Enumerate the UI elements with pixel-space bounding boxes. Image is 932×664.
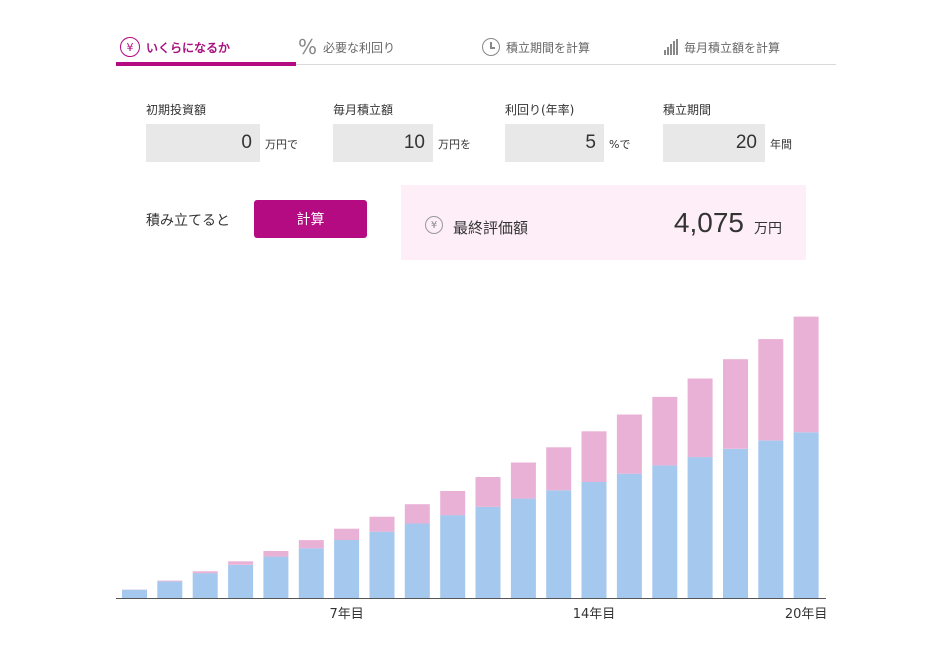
bar-principal-20 xyxy=(793,432,819,598)
yield-label: 利回り(年率) xyxy=(505,103,575,117)
bar-principal-12 xyxy=(510,498,536,598)
result-label: 最終評価額 xyxy=(453,219,529,237)
bar-gain-20 xyxy=(793,316,819,433)
yield-input[interactable] xyxy=(505,124,604,162)
bar-gain-6 xyxy=(298,540,324,549)
bar-gain-8 xyxy=(369,516,395,532)
clock-icon xyxy=(482,38,500,56)
bar-gain-16 xyxy=(652,396,678,466)
bar-gain-15 xyxy=(616,414,642,474)
tab-required-yield[interactable]: % 必要な利回り xyxy=(298,30,395,64)
monthly-amount-label: 毎月積立額 xyxy=(333,103,394,117)
period-unit: 年間 xyxy=(770,138,792,151)
bar-gain-11 xyxy=(475,477,501,507)
calc-lead-text: 積み立てると xyxy=(146,213,230,229)
period-label: 積立期間 xyxy=(663,103,712,117)
period-input[interactable] xyxy=(663,124,765,162)
tab-label: いくらになるか xyxy=(146,40,231,55)
bar-principal-15 xyxy=(616,473,642,598)
bar-principal-18 xyxy=(723,448,748,598)
bar-principal-10 xyxy=(440,515,466,598)
bar-principal-1 xyxy=(122,589,147,598)
bar-principal-3 xyxy=(192,573,218,598)
bar-gain-5 xyxy=(263,551,289,557)
tab-how-much[interactable]: ¥ いくらになるか xyxy=(120,30,230,64)
yen-icon: ¥ xyxy=(120,37,140,57)
monthly-amount-input[interactable] xyxy=(333,124,433,162)
yield-unit: %で xyxy=(609,138,631,151)
initial-investment-input[interactable] xyxy=(146,124,260,162)
bar-principal-7 xyxy=(334,540,360,598)
bar-principal-5 xyxy=(263,556,289,598)
calculate-button[interactable]: 計算 xyxy=(254,200,367,238)
bar-gain-12 xyxy=(510,462,536,499)
bar-chart-icon xyxy=(664,39,678,55)
bar-principal-19 xyxy=(758,440,784,598)
result-unit: 万円 xyxy=(754,221,782,237)
initial-investment-label: 初期投資額 xyxy=(146,103,207,117)
result-panel: ¥ 最終評価額 4,075 万円 xyxy=(401,185,806,260)
tab-label: 積立期間を計算 xyxy=(506,40,591,55)
bar-gain-14 xyxy=(581,431,607,482)
monthly-amount-unit: 万円を xyxy=(438,138,471,151)
bar-gain-18 xyxy=(723,359,748,449)
bar-principal-4 xyxy=(228,564,254,598)
tab-label: 毎月積立額を計算 xyxy=(684,40,781,55)
bar-gain-3 xyxy=(192,571,218,574)
bar-gain-10 xyxy=(440,491,466,516)
growth-bar-chart: 7年目 14年目 20年目 xyxy=(116,316,828,622)
result-value: 4,075 xyxy=(673,207,744,238)
percent-icon: % xyxy=(298,35,318,59)
x-tick-label: 7年目 xyxy=(329,607,363,622)
bar-gain-7 xyxy=(334,528,360,540)
bar-principal-6 xyxy=(298,548,324,598)
bar-principal-13 xyxy=(546,490,572,598)
bar-principal-9 xyxy=(404,523,430,598)
bar-principal-11 xyxy=(475,506,501,598)
tab-label: 必要な利回り xyxy=(323,40,396,55)
active-tab-indicator xyxy=(116,62,296,66)
calculator-tabs: ¥ いくらになるか % 必要な利回り 積立期間を計算 毎月積立額を計算 xyxy=(116,30,836,66)
x-tick-label: 14年目 xyxy=(573,607,616,622)
bar-gain-13 xyxy=(546,447,572,491)
x-tick-label: 20年目 xyxy=(785,607,828,622)
yen-icon: ¥ xyxy=(425,216,443,234)
bar-principal-8 xyxy=(369,531,395,598)
bar-principal-14 xyxy=(581,482,607,598)
bar-principal-17 xyxy=(687,457,713,598)
bar-gain-2 xyxy=(157,580,183,582)
bar-principal-16 xyxy=(652,465,678,598)
bar-gain-17 xyxy=(687,378,713,458)
bar-gain-9 xyxy=(404,504,430,524)
bar-gain-4 xyxy=(228,561,254,565)
bar-gain-19 xyxy=(758,339,784,441)
initial-investment-unit: 万円で xyxy=(265,138,298,151)
tab-calc-monthly[interactable]: 毎月積立額を計算 xyxy=(664,30,780,64)
bar-principal-2 xyxy=(157,581,183,598)
tab-calc-period[interactable]: 積立期間を計算 xyxy=(482,30,590,64)
